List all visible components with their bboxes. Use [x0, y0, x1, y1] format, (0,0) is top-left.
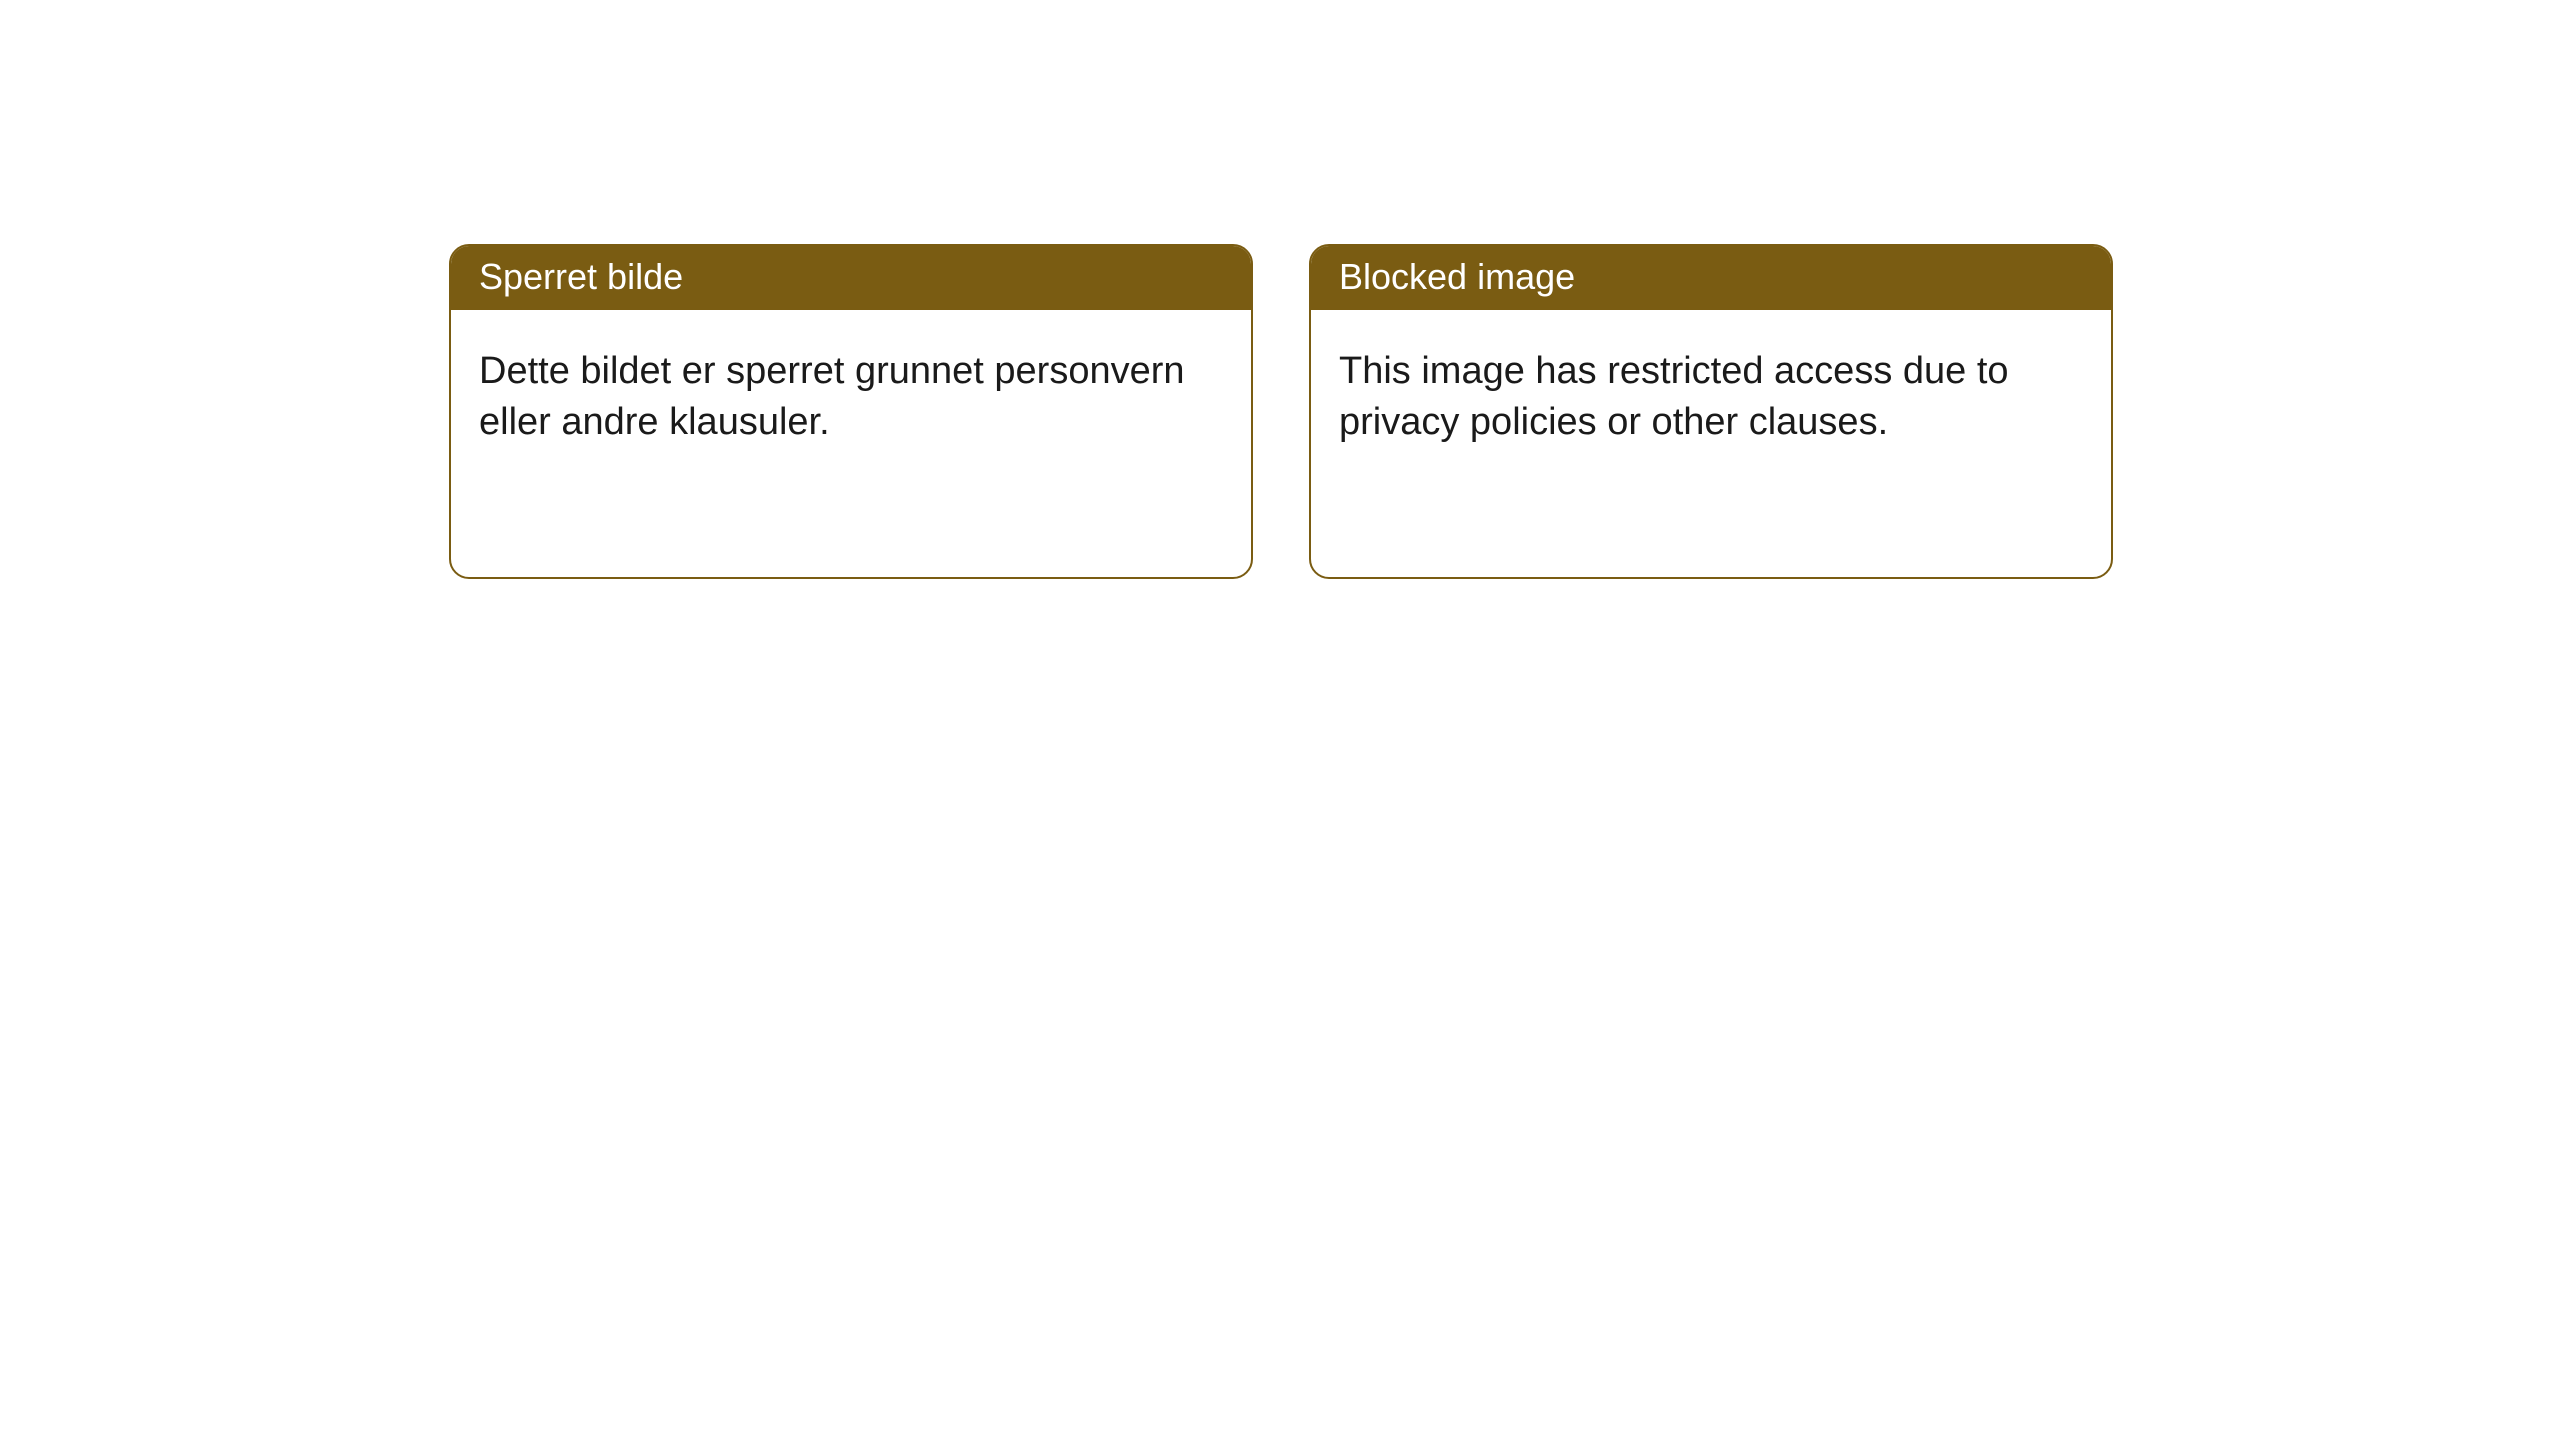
notice-cards-row: Sperret bilde Dette bildet er sperret gr… [449, 244, 2113, 579]
notice-card-english: Blocked image This image has restricted … [1309, 244, 2113, 579]
card-body: Dette bildet er sperret grunnet personve… [451, 310, 1251, 485]
card-header: Blocked image [1311, 246, 2111, 310]
card-body-text: This image has restricted access due to … [1339, 350, 2009, 443]
card-title: Sperret bilde [479, 256, 683, 297]
card-body-text: Dette bildet er sperret grunnet personve… [479, 350, 1185, 443]
notice-card-norwegian: Sperret bilde Dette bildet er sperret gr… [449, 244, 1253, 579]
card-body: This image has restricted access due to … [1311, 310, 2111, 485]
card-header: Sperret bilde [451, 246, 1251, 310]
card-title: Blocked image [1339, 256, 1575, 297]
